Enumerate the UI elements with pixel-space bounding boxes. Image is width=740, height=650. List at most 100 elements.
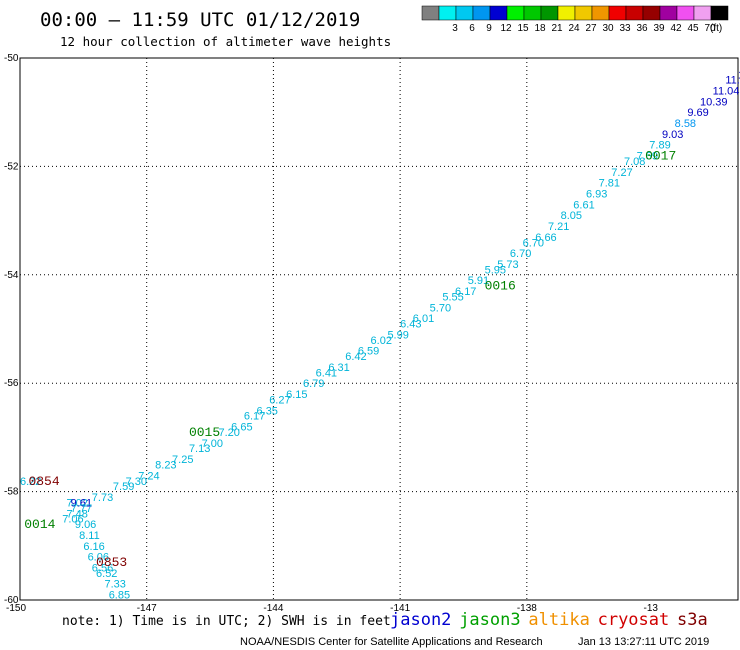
colorbar-swatch — [506, 5, 525, 21]
wave-height-label: 5.91 — [468, 275, 489, 287]
colorbar-label: 39 — [653, 23, 665, 34]
x-tick-label: -138 — [517, 603, 537, 614]
colorbar-label: 3 — [452, 23, 458, 34]
wave-height-label: 6.52 — [96, 568, 117, 580]
x-tick-label: -150 — [6, 603, 26, 614]
colorbar-swatch — [489, 5, 508, 21]
x-axis-ticks: -150 -147 -144 -141 -138 -13 — [6, 603, 658, 614]
wave-height-label: 6.70 — [510, 248, 531, 260]
wave-height-label: 7.24 — [138, 470, 159, 482]
wave-height-label: 11.13 — [738, 69, 740, 81]
y-tick-label: -58 — [4, 487, 19, 498]
chart-title: 00:00 – 11:59 UTC 01/12/2019 — [40, 9, 360, 31]
pass-time-label: 0017 — [645, 149, 676, 164]
wave-height-label: 9.69 — [687, 107, 708, 119]
colorbar-swatch — [438, 5, 457, 21]
colorbar-label: 24 — [568, 23, 580, 34]
wave-height-label: 7.33 — [104, 579, 125, 591]
wave-height-label: 8.23 — [155, 460, 176, 472]
pass-time-label: 0015 — [189, 425, 220, 440]
wave-height-label: 7.20 — [219, 427, 240, 439]
wave-height-label: 6.85 — [109, 590, 130, 602]
colorbar-label: 21 — [551, 23, 563, 34]
colorbar-label: 6 — [469, 23, 475, 34]
colorbar-swatch — [659, 5, 678, 21]
wave-height-label: 6.65 — [231, 422, 252, 434]
colorbar-swatch — [540, 5, 559, 21]
colorbar-swatch — [642, 5, 661, 21]
y-tick-label: -50 — [4, 53, 19, 64]
colorbar-swatch — [523, 5, 542, 21]
wave-height-label: 6.16 — [83, 541, 104, 553]
satellite-jason2: jason2 — [390, 610, 451, 630]
wave-height-label: 5.99 — [387, 329, 408, 341]
satellite-s3a: s3a — [677, 610, 708, 630]
colorbar-swatch — [574, 5, 593, 21]
wave-height-label: 8.11 — [79, 530, 100, 542]
colorbar-label: 30 — [602, 23, 614, 34]
satellite-jason3: jason3 — [459, 610, 520, 630]
wave-height-label: 7.73 — [92, 492, 113, 504]
wave-height-label: 9.61 — [71, 497, 92, 509]
wave-height-points: 7.02 7.737.597.307.248.237.257.137.007.20… — [20, 69, 740, 602]
wave-height-label: 6.61 — [573, 199, 594, 211]
wave-height-label: 6.01 — [413, 313, 434, 325]
wave-height-label: 6.22 — [20, 476, 41, 488]
y-tick-label: -52 — [4, 161, 19, 172]
wave-height-label: 6.02 — [371, 335, 392, 347]
satellite-altika: altika — [528, 610, 589, 630]
y-axis-ticks: -50 -52 -54 -56 -58 -60 — [4, 53, 19, 606]
wave-height-label: 6.79 — [303, 378, 324, 390]
wave-height-label: 7.00 — [202, 438, 223, 450]
wave-height-label: 6.27 — [269, 394, 290, 406]
wave-height-label: 10.39 — [700, 96, 728, 108]
chart-subtitle: 12 hour collection of altimeter wave hei… — [60, 34, 391, 49]
y-tick-label: -60 — [4, 595, 19, 606]
wave-height-label: 7.08 — [624, 156, 645, 168]
colorbar-swatch — [676, 5, 695, 21]
colorbar-label: 15 — [517, 23, 529, 34]
x-tick-label: -13 — [644, 603, 659, 614]
pass-time-labels: 0854 0014 0853 0015 0016 0017 — [24, 149, 676, 571]
wave-height-label: 7.27 — [611, 167, 632, 179]
wave-height-label: 7.13 — [189, 443, 210, 455]
wave-height-label: 9.06 — [75, 519, 96, 531]
pass-time-label: 0853 — [96, 555, 127, 570]
colorbar-swatch — [455, 5, 474, 21]
wave-height-label: 7.59 — [113, 481, 134, 493]
wave-height-label: 5.95 — [485, 264, 506, 276]
wave-height-label: 7.81 — [599, 178, 620, 190]
colorbar-swatch — [421, 5, 440, 21]
wave-height-label: 6.17 — [244, 411, 265, 423]
footer-note: note: 1) Time is in UTC; 2) SWH is in fe… — [62, 614, 391, 629]
colorbar-swatch — [625, 5, 644, 21]
wave-height-label: 7.30 — [126, 476, 147, 488]
colorbar-label: 12 — [500, 23, 512, 34]
colorbar-label: 36 — [636, 23, 648, 34]
pass-time-label: 0854 — [28, 474, 59, 489]
plot-area: -150 -147 -144 -141 -138 -13 -50-52-54-56-58-… — [4, 53, 740, 614]
timestamp-text: Jan 13 13:27:11 UTC 2019 — [578, 636, 709, 648]
x-tick-label: -147 — [137, 603, 157, 614]
colorbar-label: 33 — [619, 23, 631, 34]
wave-height-label: 7.02 — [66, 497, 87, 509]
x-tick-label: -141 — [390, 603, 410, 614]
wave-height-label: 7.77 — [71, 503, 92, 515]
grid-lines — [20, 58, 738, 600]
wave-height-label: 6.93 — [586, 189, 607, 201]
colorbar-swatch — [472, 5, 491, 21]
wave-height-label: 6.56 — [92, 562, 113, 574]
colorbar-swatch — [693, 5, 712, 21]
wave-height-label: 6.35 — [257, 405, 278, 417]
colorbar-swatch — [591, 5, 610, 21]
colorbar-label: 45 — [687, 23, 699, 34]
colorbar-unit: (ft) — [710, 23, 722, 34]
pass-time-label: 0014 — [24, 517, 55, 532]
wave-height-label: 5.70 — [430, 302, 451, 314]
wave-height-label: 5.73 — [497, 259, 518, 271]
colorbar-label: 9 — [486, 23, 492, 34]
colorbar-label: 70 — [704, 23, 716, 34]
wave-height-label: 6.43 — [400, 319, 421, 331]
satellite-cryosat: cryosat — [598, 610, 670, 630]
wave-height-label: 6.41 — [316, 367, 337, 379]
